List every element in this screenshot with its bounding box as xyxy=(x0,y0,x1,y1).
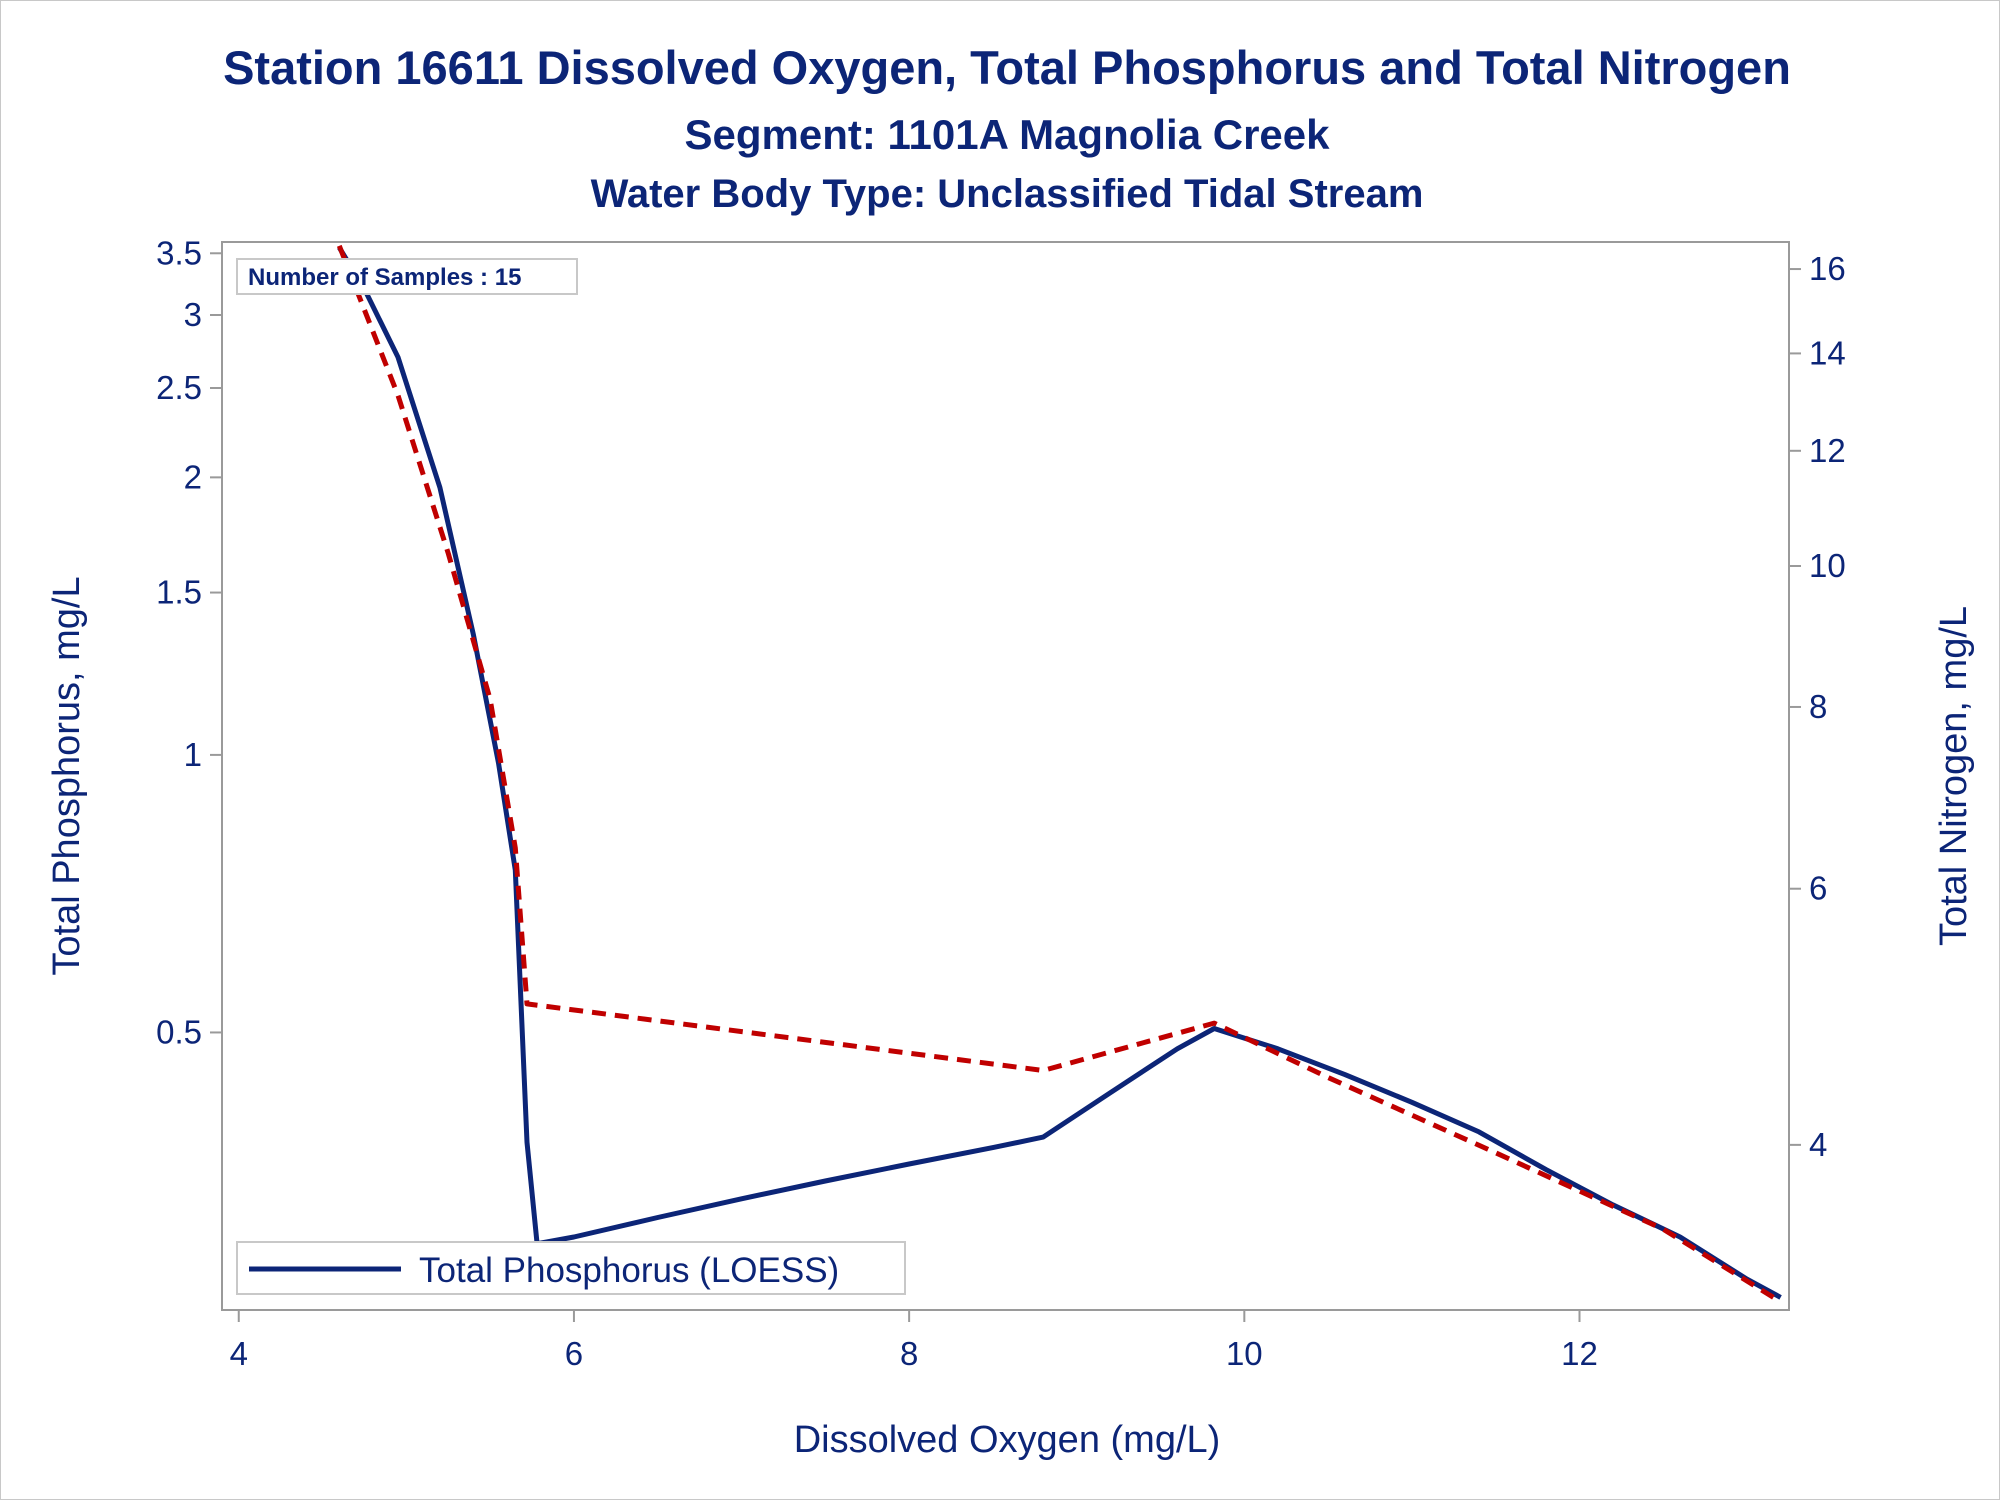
y2-tick-label: 14 xyxy=(1809,334,1846,371)
y-axis-label: Total Phosphorus, mg/L xyxy=(46,576,88,975)
sample-count-box-border xyxy=(236,258,578,295)
y2-tick-label: 6 xyxy=(1809,870,1827,907)
y2-tick-label: 4 xyxy=(1809,1126,1827,1163)
y-axis-left: 0.5 1 1.5 2 2.5 3 3.5 xyxy=(156,234,222,1050)
chart-subtitle-water-body: Water Body Type: Unclassified Tidal Stre… xyxy=(591,172,1424,216)
legend: Total Phosphorus (LOESS) xyxy=(236,1241,906,1295)
legend-label-phosphorus: Total Phosphorus (LOESS) xyxy=(419,1251,839,1290)
sample-count-text: Number of Samples : 15 xyxy=(248,264,521,291)
x-tick-label: 6 xyxy=(565,1335,583,1372)
x-tick-label: 8 xyxy=(900,1335,918,1372)
y2-axis-label: Total Nitrogen, mg/L xyxy=(1933,606,1975,946)
y2-tick-label: 12 xyxy=(1809,432,1846,469)
x-tick-label: 10 xyxy=(1226,1335,1263,1372)
sample-count-box: Number of Samples : 15 xyxy=(236,258,578,295)
y-tick-label: 1 xyxy=(184,736,202,773)
y-axis-right: 4 6 8 10 12 14 16 xyxy=(1789,250,1846,1163)
y-tick-label: 3 xyxy=(184,296,202,333)
series-line-nitrogen xyxy=(336,244,1782,1304)
plot-area-border xyxy=(221,241,1790,1311)
y2-tick-label: 10 xyxy=(1809,547,1846,584)
x-tick-label: 4 xyxy=(230,1335,248,1372)
chart-subtitle-segment: Segment: 1101A Magnolia Creek xyxy=(684,111,1330,158)
y-tick-label: 0.5 xyxy=(156,1013,202,1050)
series-group xyxy=(336,244,1782,1304)
x-tick-label: 12 xyxy=(1561,1335,1598,1372)
y-tick-label: 2.5 xyxy=(156,369,202,406)
series-line-phosphorus xyxy=(337,246,1782,1300)
x-axis: 4 6 8 10 12 xyxy=(230,1310,1598,1372)
x-axis-label: Dissolved Oxygen (mg/L) xyxy=(794,1419,1221,1461)
y2-tick-label: 16 xyxy=(1809,250,1846,287)
chart-title: Station 16611 Dissolved Oxygen, Total Ph… xyxy=(223,41,1791,94)
y-tick-label: 1.5 xyxy=(156,574,202,611)
y-tick-label: 3.5 xyxy=(156,234,202,271)
y2-tick-label: 8 xyxy=(1809,688,1827,725)
y-tick-label: 2 xyxy=(184,458,202,495)
